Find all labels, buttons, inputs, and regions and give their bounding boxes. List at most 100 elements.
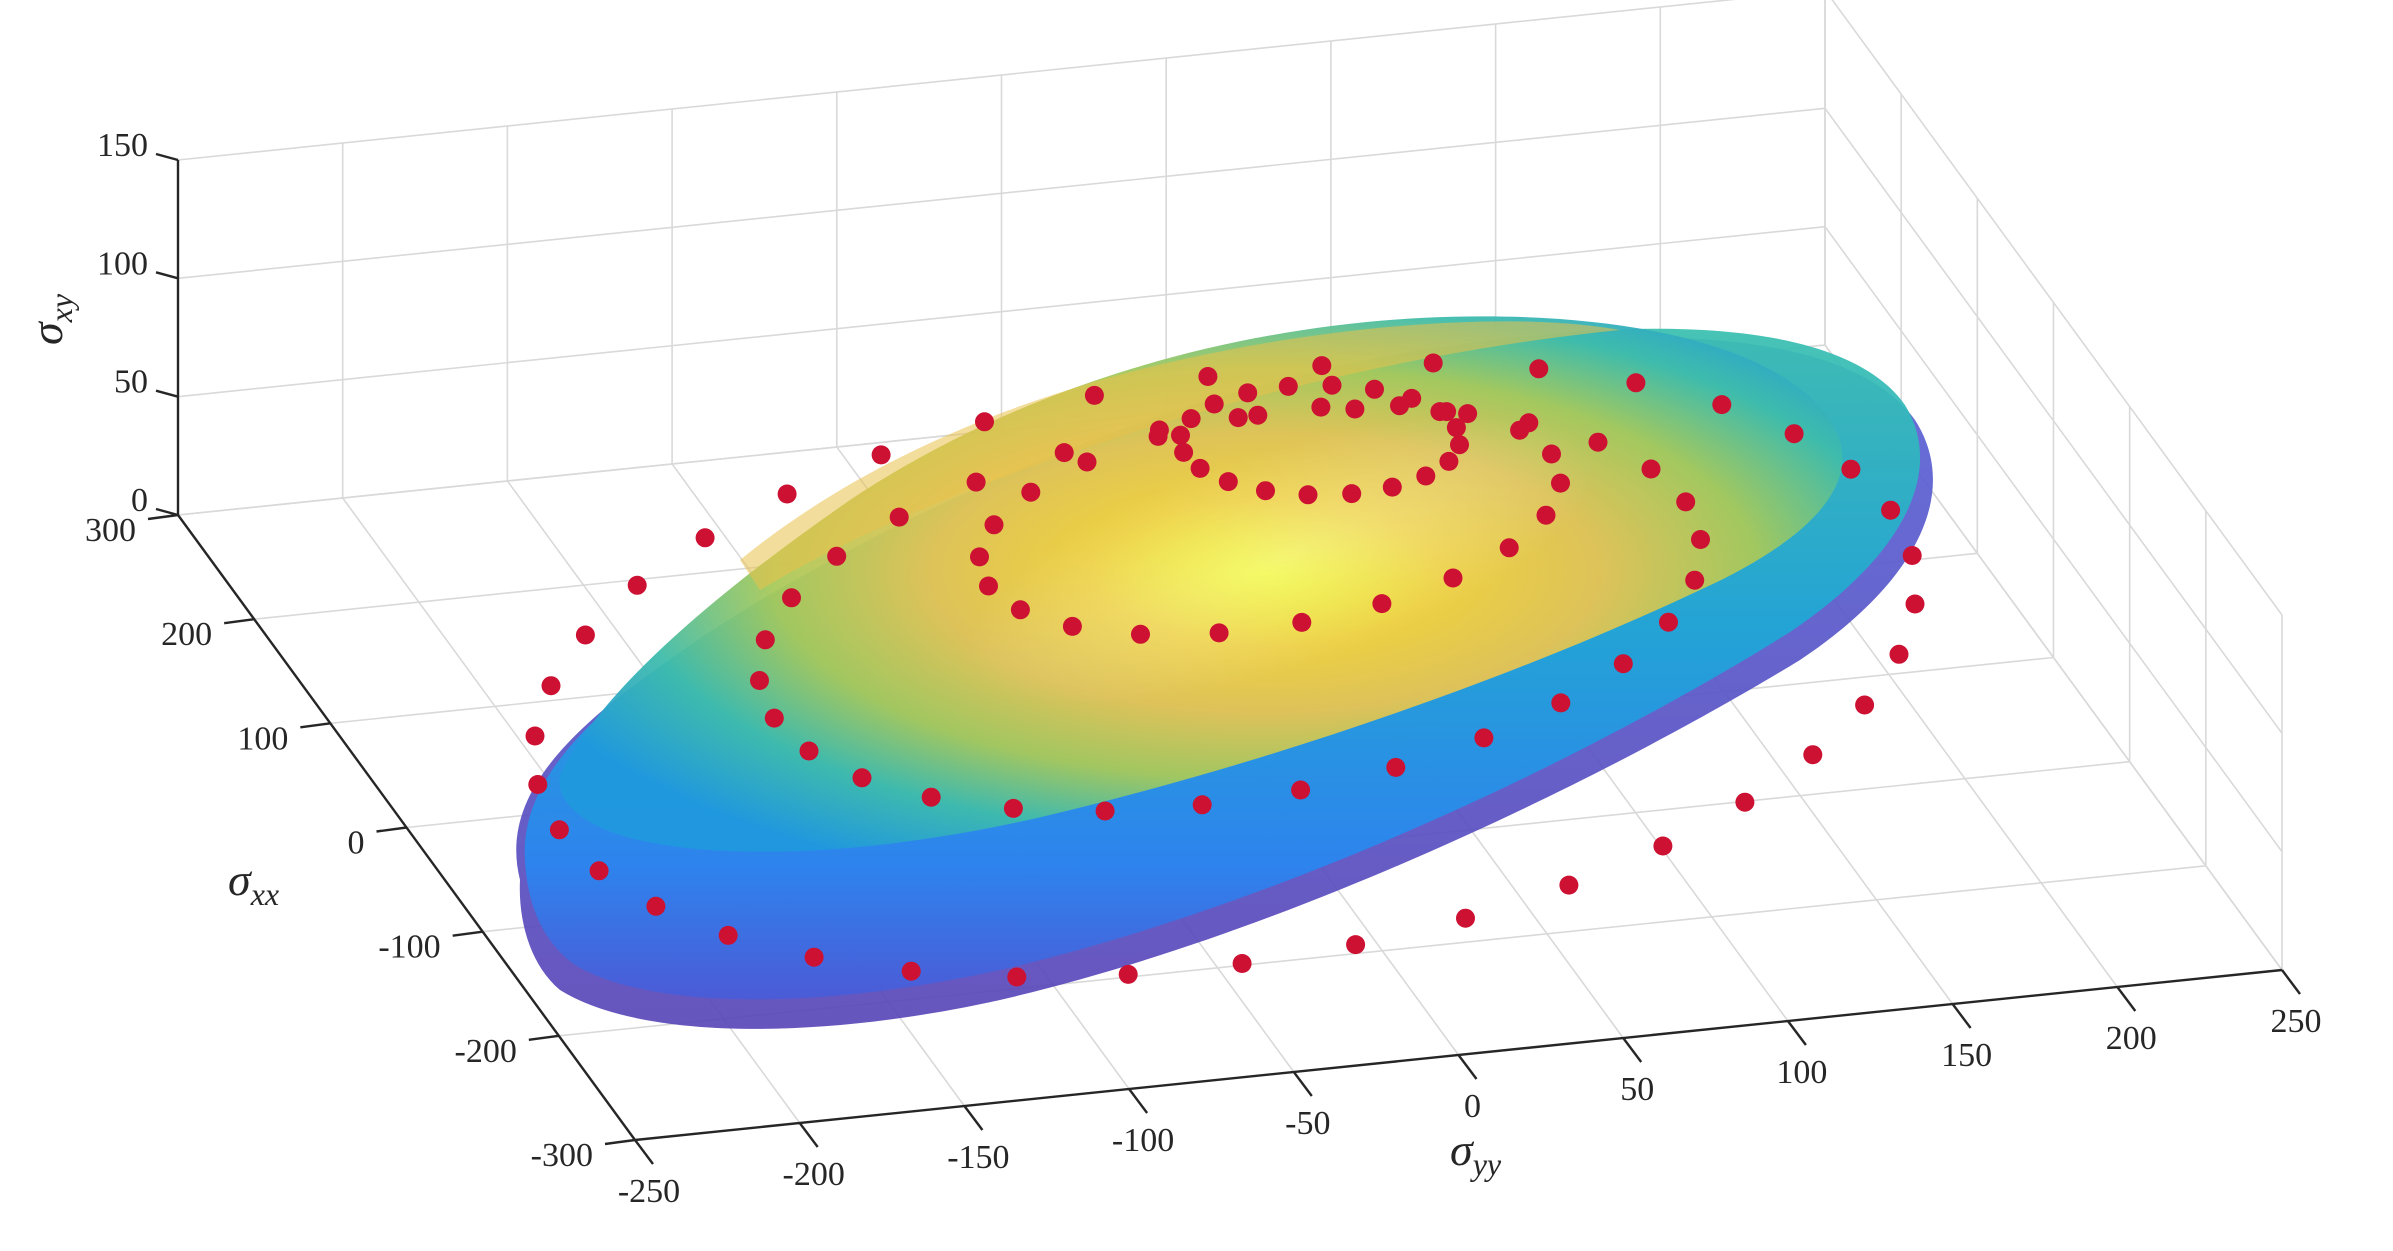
x-tick-mark <box>634 1139 654 1165</box>
data-point <box>1084 385 1104 405</box>
z-tick-label: 50 <box>114 364 148 401</box>
y-tick-label: -200 <box>455 1033 517 1070</box>
z-tick-mark <box>155 507 179 517</box>
data-point <box>1077 452 1097 472</box>
data-point <box>1510 420 1530 440</box>
data-point <box>1685 570 1705 590</box>
z-axis-label-main: σ <box>21 320 72 345</box>
x-tick-label: -200 <box>783 1156 845 1193</box>
data-point <box>970 547 989 567</box>
data-point <box>1551 693 1571 713</box>
data-point <box>1190 458 1210 478</box>
data-point <box>1232 954 1252 973</box>
data-point <box>966 472 986 492</box>
data-point <box>921 787 941 807</box>
data-point <box>1803 745 1823 765</box>
data-point <box>1641 459 1661 479</box>
z-tick-mark <box>155 271 179 280</box>
x-tick-label: 250 <box>2271 1003 2322 1040</box>
z-tick-label: 0 <box>131 482 148 519</box>
right-wall-grid-line <box>1824 107 2283 734</box>
y-tick-mark <box>224 617 255 625</box>
x-tick-mark <box>963 1105 984 1131</box>
data-point <box>871 445 891 465</box>
data-point <box>901 961 921 981</box>
data-point <box>1256 481 1275 501</box>
z-tick-mark <box>155 152 179 162</box>
data-point <box>525 726 545 746</box>
data-point <box>1311 397 1331 417</box>
data-point <box>1312 356 1332 376</box>
data-point <box>1062 616 1082 636</box>
y-axis-label-main: σ <box>228 854 253 905</box>
surface-highlight <box>964 413 1596 707</box>
data-point <box>1131 624 1150 644</box>
data-point <box>695 528 715 548</box>
data-point <box>1278 376 1298 396</box>
data-point <box>750 671 769 690</box>
y-tick-label: 0 <box>348 825 365 862</box>
data-point <box>852 768 872 788</box>
data-point <box>1499 538 1519 558</box>
data-point <box>1443 568 1463 588</box>
yield-surface <box>516 316 1933 1029</box>
data-point <box>1430 402 1450 422</box>
data-point <box>1298 485 1318 505</box>
data-point <box>1653 836 1673 856</box>
tick-labels: 0 50 100 150 -300 -200 -100 0 100 200 300 -250 -200 -… <box>85 127 2322 1210</box>
y-tick-mark <box>452 930 483 937</box>
x-tick-label: -250 <box>618 1173 680 1210</box>
data-point <box>979 576 998 596</box>
data-point <box>1446 418 1466 438</box>
data-point <box>575 625 595 645</box>
data-point <box>1248 405 1268 425</box>
data-point <box>646 896 666 916</box>
data-point <box>1118 964 1138 984</box>
data-point <box>889 507 909 527</box>
data-point <box>1889 644 1909 664</box>
data-point <box>799 741 819 761</box>
data-point <box>549 820 569 840</box>
data-point <box>1171 425 1190 445</box>
y-tick-label: -300 <box>531 1137 593 1174</box>
y-axis-label: σxx <box>228 854 279 912</box>
data-point <box>1386 757 1406 777</box>
x-tick-label: 200 <box>2106 1020 2157 1057</box>
data-point <box>528 775 548 794</box>
y-tick-label: 200 <box>161 616 212 653</box>
z-axis-label-sub: xy <box>43 293 79 323</box>
data-point <box>1228 408 1248 428</box>
x-tick-label: -150 <box>947 1139 1009 1176</box>
x-tick-label: -100 <box>1112 1122 1174 1159</box>
x-axis-label-sub: yy <box>1470 1146 1502 1182</box>
data-point <box>984 515 1004 535</box>
data-point <box>1458 404 1478 424</box>
data-point <box>777 484 797 504</box>
x-tick-mark <box>2116 986 2137 1012</box>
data-point <box>589 861 609 881</box>
x-tick-mark <box>1292 1071 1313 1097</box>
y-tick-mark <box>147 513 179 521</box>
data-point <box>1423 353 1443 373</box>
data-point <box>1209 623 1229 643</box>
data-point <box>1218 472 1238 492</box>
data-point <box>1588 432 1608 452</box>
data-point <box>1613 654 1633 674</box>
data-point <box>541 676 561 696</box>
x-tick-mark <box>1951 1003 1972 1029</box>
y-tick-mark <box>376 826 407 833</box>
y-tick-mark <box>528 1034 559 1042</box>
data-point <box>1450 435 1469 455</box>
data-point <box>1784 424 1804 444</box>
x-tick-label: 100 <box>1776 1054 1827 1091</box>
x-tick-mark <box>1786 1020 1807 1046</box>
back-wall-grid-line <box>177 0 1736 161</box>
right-wall-grid-line <box>1824 226 2283 853</box>
surface-ridge <box>740 321 1620 590</box>
data-point <box>1181 409 1201 429</box>
data-point <box>718 925 738 945</box>
data-point <box>1174 442 1194 462</box>
y-tick-label: 300 <box>85 512 136 549</box>
data-point <box>804 947 824 967</box>
